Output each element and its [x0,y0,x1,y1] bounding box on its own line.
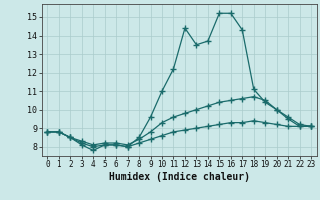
X-axis label: Humidex (Indice chaleur): Humidex (Indice chaleur) [109,172,250,182]
